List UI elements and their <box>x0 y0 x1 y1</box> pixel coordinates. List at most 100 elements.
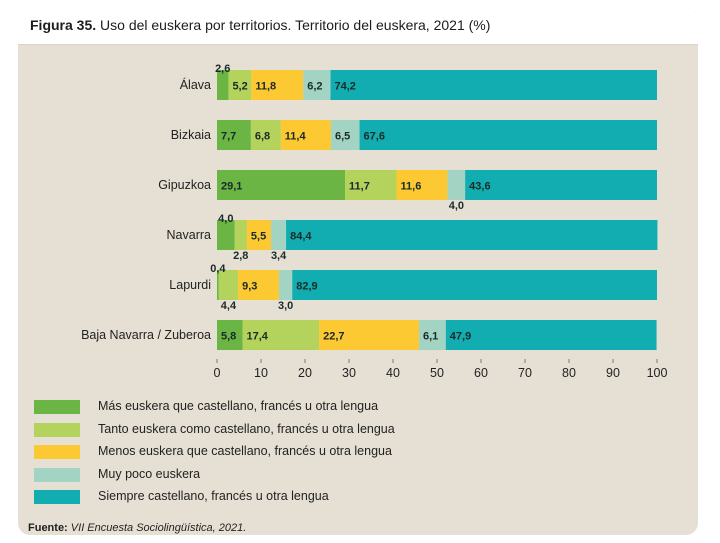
x-tick-label: 50 <box>430 366 444 380</box>
data-label: 6,8 <box>255 131 270 143</box>
legend-swatch <box>34 422 80 437</box>
legend-label: Muy poco euskera <box>98 466 201 481</box>
source-label: Fuente: <box>28 522 68 534</box>
data-label: 3,0 <box>278 300 293 312</box>
data-label: 84,4 <box>290 231 312 243</box>
data-label: 11,4 <box>285 131 307 143</box>
data-label: 22,7 <box>323 331 344 343</box>
x-tick-label: 90 <box>606 366 620 380</box>
data-label: 2,8 <box>233 250 248 262</box>
data-label: 11,8 <box>255 81 276 93</box>
x-tick-label: 0 <box>214 366 221 380</box>
data-label: 67,6 <box>364 131 385 143</box>
bar-segment <box>251 70 304 100</box>
title-bar: Figura 35. Uso del euskera por territori… <box>18 8 698 45</box>
data-label: 47,9 <box>450 331 471 343</box>
bar-segment <box>217 220 235 250</box>
legend-label: Más euskera que castellano, francés u ot… <box>98 399 379 413</box>
data-label: 5,2 <box>232 81 247 93</box>
legend-item: Menos euskera que castellano, francés u … <box>34 443 684 466</box>
bar-segment <box>286 220 658 250</box>
category-label: Baja Navarra / Zuberoa <box>81 328 211 342</box>
bar-segment <box>234 220 247 250</box>
data-label: 5,8 <box>221 331 236 343</box>
chart-legend: Más euskera que castellano, francés u ot… <box>34 398 684 511</box>
bar-segment <box>359 120 657 150</box>
data-label: 29,1 <box>221 181 242 193</box>
data-label: 4,4 <box>221 300 237 312</box>
bar-segment <box>217 270 219 300</box>
legend-item: Siempre castellano, francés u otra lengu… <box>34 488 684 511</box>
x-tick-label: 40 <box>386 366 400 380</box>
legend-item: Más euskera que castellano, francés u ot… <box>34 398 684 421</box>
bar-segment <box>330 120 360 150</box>
bar-segment <box>303 70 331 100</box>
bar-segment <box>465 170 657 200</box>
source-note: Fuente: VII Encuesta Sociolingüística, 2… <box>28 522 246 534</box>
bar-segment <box>228 70 252 100</box>
stacked-bar-chart: Álava 2,65,2 11,8 6,2 74,2 Bizkaia 7,7 6,8 11,4 6… <box>81 63 668 380</box>
bar-segment <box>250 120 281 150</box>
data-label: 4,0 <box>218 213 233 225</box>
legend-label: Siempre castellano, francés u otra lengu… <box>98 489 329 503</box>
figure-title: Figura 35. Uso del euskera por territori… <box>30 17 490 33</box>
x-tick-label: 80 <box>562 366 576 380</box>
bar-segment <box>246 220 272 250</box>
data-label: 4,0 <box>449 200 464 212</box>
figure-label: Figura 35. <box>30 17 97 33</box>
data-label: 0,4 <box>210 263 226 275</box>
bar-segment <box>217 170 346 200</box>
data-label: 43,6 <box>469 181 490 193</box>
legend-label: Menos euskera que castellano, francés u … <box>98 444 392 458</box>
bar-segment <box>218 270 239 300</box>
category-label: Bizkaia <box>171 128 211 142</box>
bar-segment <box>238 270 280 300</box>
legend-item: Muy poco euskera <box>34 466 684 489</box>
bar-segment <box>345 170 397 200</box>
x-tick-label: 60 <box>474 366 488 380</box>
x-tick-label: 70 <box>518 366 532 380</box>
bar-segment <box>242 320 320 350</box>
x-tick-label: 30 <box>342 366 356 380</box>
bar-segment <box>280 120 331 150</box>
bar-segment <box>330 70 657 100</box>
x-tick-label: 10 <box>254 366 268 380</box>
bar-segment <box>217 120 251 150</box>
data-label: 7,7 <box>221 131 236 143</box>
bar-segment <box>447 170 466 200</box>
data-label: 3,4 <box>271 250 287 262</box>
data-label: 74,2 <box>335 81 356 93</box>
data-label: 2,6 <box>215 63 230 75</box>
category-label: Álava <box>180 77 211 92</box>
bar-segment <box>319 320 419 350</box>
source-text: VII Encuesta Sociolingüística, 2021. <box>70 522 247 534</box>
data-label: 5,5 <box>251 231 266 243</box>
data-label: 11,6 <box>401 181 422 193</box>
bar-segment <box>217 70 229 100</box>
data-label: 17,4 <box>247 331 269 343</box>
figure-title-text: Uso del euskera por territorios. Territo… <box>100 17 491 33</box>
bar-segment <box>292 270 657 300</box>
bar-segment <box>418 320 446 350</box>
legend-swatch <box>34 400 80 414</box>
data-label: 82,9 <box>296 281 317 293</box>
legend-item: Tanto euskera como castellano, francés u… <box>34 421 684 444</box>
data-label: 6,1 <box>423 331 438 343</box>
bar-segment <box>271 220 287 250</box>
legend-swatch <box>34 445 80 459</box>
legend-swatch <box>34 490 80 504</box>
category-label: Navarra <box>167 228 212 242</box>
bar-segment <box>217 320 243 350</box>
data-label: 6,5 <box>335 131 350 143</box>
data-label: 6,2 <box>307 81 322 93</box>
legend-label: Tanto euskera como castellano, francés u… <box>98 421 395 436</box>
x-tick-label: 100 <box>647 366 668 380</box>
legend-swatch <box>34 467 80 482</box>
bar-segment <box>396 170 448 200</box>
bar-segment <box>279 270 293 300</box>
category-label: Gipuzkoa <box>158 178 211 192</box>
bar-segment <box>445 320 657 350</box>
x-tick-label: 20 <box>298 366 312 380</box>
category-label: Lapurdi <box>169 278 211 292</box>
data-label: 11,7 <box>349 181 370 193</box>
